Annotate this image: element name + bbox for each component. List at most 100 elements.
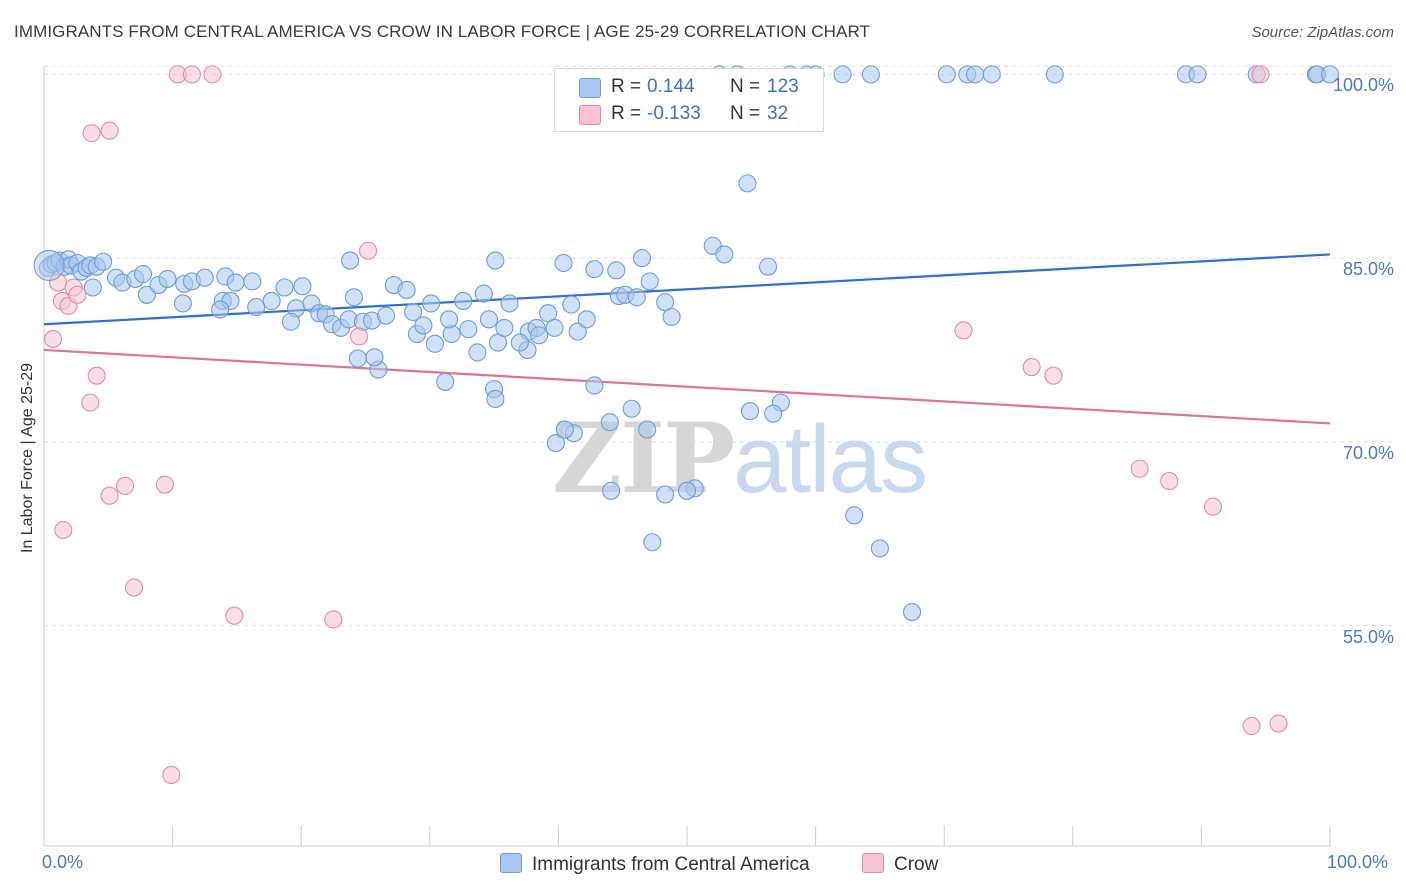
point-central-america: [602, 481, 621, 500]
point-central-america: [966, 65, 985, 84]
point-central-america: [677, 481, 697, 500]
point-crow: [1044, 366, 1063, 385]
n-label: N =: [730, 76, 761, 97]
blue-swatch-icon: [500, 853, 522, 873]
point-central-america: [937, 65, 956, 84]
point-central-america: [479, 310, 499, 329]
point-crow: [1242, 716, 1261, 736]
point-central-america: [468, 343, 487, 362]
y-axis-label: In Labor Force | Age 25-29: [19, 362, 36, 554]
legend-row-central-america: R = 0.144 N = 123: [555, 74, 823, 102]
point-central-america: [585, 376, 604, 395]
y-tick-label: 70.0%: [1342, 442, 1394, 463]
point-central-america: [545, 318, 564, 337]
point-central-america: [738, 174, 757, 193]
point-central-america: [861, 65, 880, 84]
point-crow: [1269, 714, 1288, 733]
x-tick-label-max: 100.0%: [1327, 852, 1389, 872]
watermark-atlas: atlas: [733, 406, 928, 513]
point-crow: [324, 610, 343, 629]
point-central-america: [293, 277, 312, 296]
point-central-america: [764, 404, 783, 423]
point-central-america: [262, 291, 281, 311]
point-crow: [82, 124, 101, 143]
watermark: ZIPatlas: [552, 402, 928, 515]
point-central-america: [600, 413, 619, 432]
point-central-america: [454, 291, 473, 311]
point-crow: [54, 520, 73, 540]
point-crow: [1160, 471, 1179, 491]
chart-title: IMMIGRANTS FROM CENTRAL AMERICA VS CROW …: [14, 22, 871, 41]
point-crow: [225, 606, 244, 625]
point-central-america: [414, 316, 433, 335]
trend-line-crow: [43, 348, 1331, 425]
n-value: 32: [767, 103, 789, 124]
point-central-america: [226, 273, 245, 292]
point-crow: [155, 475, 174, 494]
point-crow: [1130, 459, 1149, 478]
point-crow: [182, 65, 201, 84]
blue-swatch-icon: [579, 78, 601, 98]
point-central-america: [348, 349, 367, 368]
pink-swatch-icon: [579, 105, 601, 125]
x-tick-label-min: 0.0%: [42, 852, 84, 872]
point-central-america: [247, 298, 266, 317]
legend-item-crow[interactable]: Crow: [862, 853, 938, 876]
point-central-america: [982, 65, 1001, 84]
point-crow: [81, 393, 100, 412]
point-central-america: [94, 252, 113, 271]
point-crow: [87, 366, 106, 385]
point-central-america: [133, 264, 153, 284]
grid-lines: [44, 65, 1392, 627]
point-central-america: [486, 389, 505, 408]
point-central-america: [638, 420, 657, 439]
point-crow: [162, 765, 181, 785]
point-central-america: [425, 334, 444, 353]
n-label: N =: [730, 103, 761, 124]
point-central-america: [554, 253, 573, 273]
point-crow: [954, 321, 973, 340]
point-central-america: [740, 402, 760, 421]
point-central-america: [656, 485, 675, 504]
legend-item-central-america[interactable]: Immigrants from Central America: [500, 853, 810, 876]
point-central-america: [365, 348, 384, 367]
point-central-america: [486, 251, 505, 270]
point-central-america: [530, 326, 549, 345]
point-central-america: [83, 278, 102, 297]
point-central-america: [1045, 65, 1064, 84]
point-central-america: [404, 302, 423, 322]
y-tick-label: 100.0%: [1332, 75, 1394, 96]
point-central-america: [195, 268, 214, 287]
point-crow: [100, 486, 119, 505]
point-crow: [1251, 65, 1270, 84]
point-central-america: [377, 306, 396, 325]
point-central-america: [137, 285, 156, 304]
point-central-america: [1320, 65, 1340, 84]
y-tick-label: 55.0%: [1342, 626, 1394, 647]
point-crow: [124, 578, 144, 597]
point-central-america: [640, 272, 659, 291]
point-central-america: [662, 307, 681, 326]
point-central-america: [275, 278, 294, 297]
data-points: [33, 65, 1340, 785]
point-central-america: [585, 260, 604, 279]
point-central-america: [870, 539, 889, 558]
pink-swatch-icon: [862, 853, 884, 873]
point-central-america: [474, 284, 493, 303]
point-central-america: [442, 324, 461, 344]
point-central-america: [440, 310, 459, 329]
point-central-america: [510, 333, 529, 352]
point-central-america: [632, 249, 652, 268]
point-central-america: [459, 320, 478, 339]
point-central-america: [546, 433, 565, 453]
n-value: 123: [767, 76, 799, 97]
point-central-america: [568, 322, 587, 341]
point-central-america: [622, 399, 641, 418]
point-central-america: [344, 288, 363, 307]
r-value: -0.133: [647, 103, 701, 124]
source-credit: Source: ZipAtlas.com: [1251, 24, 1394, 41]
point-crow: [359, 241, 378, 260]
point-central-america: [627, 288, 646, 307]
point-central-america: [397, 280, 416, 299]
